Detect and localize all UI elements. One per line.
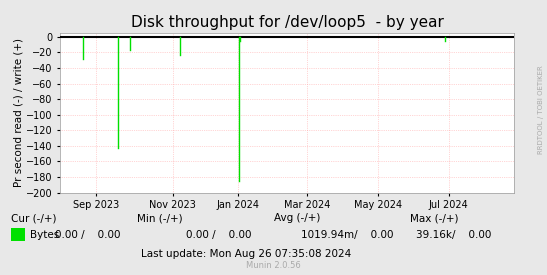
Text: 1019.94m/    0.00: 1019.94m/ 0.00 [301, 230, 393, 240]
Text: 39.16k/    0.00: 39.16k/ 0.00 [416, 230, 491, 240]
Y-axis label: Pr second read (-) / write (+): Pr second read (-) / write (+) [13, 38, 23, 187]
Text: Last update: Mon Aug 26 07:35:08 2024: Last update: Mon Aug 26 07:35:08 2024 [141, 249, 351, 259]
Text: Munin 2.0.56: Munin 2.0.56 [246, 260, 301, 270]
Text: Min (-/+): Min (-/+) [137, 213, 182, 223]
Text: Bytes: Bytes [30, 230, 59, 240]
Text: 0.00 /    0.00: 0.00 / 0.00 [55, 230, 120, 240]
Text: RRDTOOL / TOBI OETIKER: RRDTOOL / TOBI OETIKER [538, 66, 544, 154]
Text: Avg (-/+): Avg (-/+) [274, 213, 320, 223]
Text: 0.00 /    0.00: 0.00 / 0.00 [186, 230, 252, 240]
Title: Disk throughput for /dev/loop5  - by year: Disk throughput for /dev/loop5 - by year [131, 15, 444, 31]
Text: Cur (-/+): Cur (-/+) [11, 213, 56, 223]
Text: Max (-/+): Max (-/+) [410, 213, 459, 223]
